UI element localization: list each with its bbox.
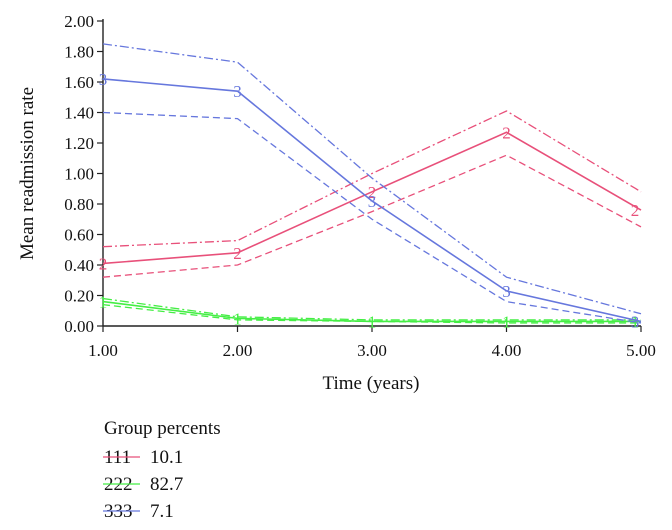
x-tick-label: 2.00 [223,341,253,360]
series-1-point: 1 [631,312,640,331]
y-tick-label: 1.40 [64,104,94,123]
series-2-point: 2 [502,123,511,142]
series-1-line [102,300,641,323]
series-2-line [102,131,642,265]
legend-value: 82.7 [150,474,183,495]
series-2-point: 2 [368,183,377,202]
y-axis-title: Mean readmission rate [17,87,38,260]
y-tick-label: 1.60 [64,73,94,92]
series-2-point: 2 [233,244,242,263]
series-group-3: 3 3 3 3 3 [99,43,642,331]
y-tick-label: 1.80 [64,43,94,62]
legend-entry: 333 7.1 [103,501,174,522]
legend: Group percents 111 10.1 222 82.7 333 7.1 [103,418,221,522]
series-2-lower-line [102,154,642,278]
y-tick-label: 0.00 [64,317,94,336]
x-tick-label: 3.00 [357,341,387,360]
series-3-lower-line [102,111,642,324]
x-tick-label: 1.00 [88,341,118,360]
legend-entry: 111 10.1 [103,447,183,468]
series-2-point: 2 [99,254,108,273]
x-tick-label: 4.00 [492,341,522,360]
series-3-point: 3 [233,82,242,101]
series-1-point: 1 [99,293,108,312]
y-tick-label: 0.60 [64,226,94,245]
series-3-upper-line [102,43,642,315]
legend-value: 10.1 [150,447,183,468]
axes: 0.00 0.20 0.40 0.60 0.80 1.00 1.20 1.40 1.60 1.80… [64,12,656,360]
y-tick-label: 0.80 [64,195,94,214]
y-tick-label: 0.20 [64,287,94,306]
series-1-point: 1 [233,309,242,328]
x-axis-title: Time (years) [323,373,420,394]
series-3-point: 3 [502,282,511,301]
y-tick-label: 2.00 [64,12,94,31]
legend-title: Group percents [104,418,221,439]
series-2-upper-line [102,110,642,248]
series-3-line [102,78,642,323]
series-2-point: 2 [631,201,640,220]
legend-entry: 222 82.7 [103,474,183,495]
series-1-upper-line [102,297,641,321]
series-group-1: 1 1 1 1 1 [99,293,641,331]
x-tick-label: 5.00 [626,341,656,360]
y-tick-label: 1.00 [64,165,94,184]
series-3-point: 3 [631,312,640,331]
series-3-point: 3 [368,192,377,211]
series-group-2: 2 2 2 2 2 [99,110,642,278]
legend-value: 7.1 [150,501,174,522]
y-tick-label: 1.20 [64,134,94,153]
series-1-point: 1 [368,312,377,331]
series-1-point: 1 [502,312,511,331]
y-tick-label: 0.40 [64,256,94,275]
series-3-point: 3 [99,70,108,89]
